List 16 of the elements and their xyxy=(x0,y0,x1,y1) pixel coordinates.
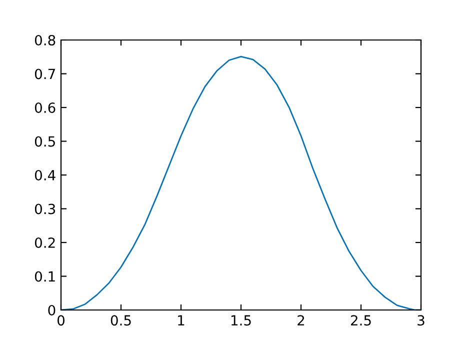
x-tick-label: 2 xyxy=(298,315,304,326)
y-tick-label: 0.1 xyxy=(34,271,55,282)
x-tick-label: 0 xyxy=(57,315,64,326)
y-tick-label: 0.3 xyxy=(34,204,56,214)
x-tick-label: 3 xyxy=(418,315,424,326)
y-tick-label: 0.6 xyxy=(34,102,56,113)
x-tick-label: 0.5 xyxy=(110,315,131,326)
y-tick-label: 0.5 xyxy=(34,136,55,147)
x-tick-label: 1 xyxy=(178,315,184,326)
x-tick-label: 2.5 xyxy=(350,315,371,326)
y-tick-label: 0 xyxy=(48,304,56,316)
x-tick-label: 1.5 xyxy=(231,315,251,326)
y-tick-label: 0.8 xyxy=(34,34,56,46)
y-tick-label: 0.7 xyxy=(34,68,55,80)
y-tick-label: 0.4 xyxy=(34,170,56,180)
y-tick-label: 0.2 xyxy=(34,237,55,248)
